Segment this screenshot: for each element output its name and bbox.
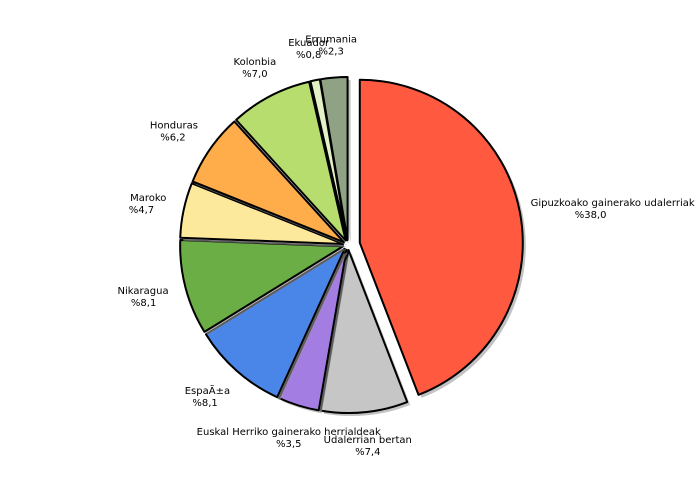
slice-value-label: %7,4 <box>355 447 380 458</box>
slice-value-label: %38,0 <box>575 210 607 221</box>
slice-label: Errumania <box>305 35 357 46</box>
slice-value-label: %8,1 <box>131 298 156 309</box>
pie-slice <box>179 182 345 245</box>
pie-slice <box>204 247 346 399</box>
pie-slice <box>179 239 345 333</box>
slice-label: Kolonbia <box>234 57 277 68</box>
slice-label: Ekuador <box>288 38 330 49</box>
slice-label: Udalerrian bertan <box>324 435 412 446</box>
slice-value-label: %7,0 <box>242 69 267 80</box>
slice-value-label: %3,5 <box>276 439 301 450</box>
slice-label: Nikaragua <box>118 286 169 297</box>
slice-value-label: %0,8 <box>296 50 321 61</box>
pie-slice <box>319 76 349 242</box>
slice-value-label: %4,7 <box>129 205 154 216</box>
slice-label: EspaÃ±a <box>185 384 230 397</box>
slice-value-label: %8,1 <box>192 398 217 409</box>
pie-slice <box>358 78 524 396</box>
slice-label: Euskal Herriko gainerako herrialdeak <box>197 427 381 438</box>
slice-value-label: %6,2 <box>160 132 185 143</box>
slice-label: Honduras <box>150 120 198 131</box>
slice-value-label: %2,3 <box>318 47 343 58</box>
pie-slice <box>235 80 347 242</box>
slice-label: Gipuzkoako gainerako udalerriak <box>531 198 695 209</box>
pie-slice <box>191 120 345 244</box>
slice-label: Maroko <box>130 193 166 204</box>
